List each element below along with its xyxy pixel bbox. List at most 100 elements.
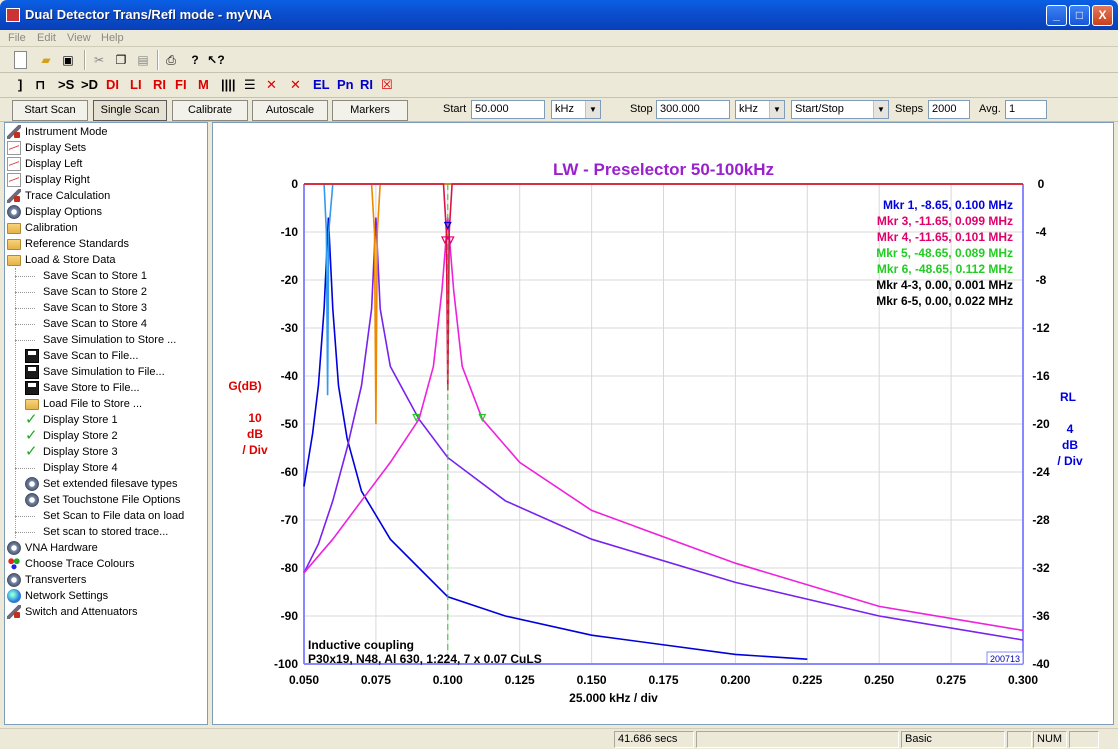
left-tick-label: -60 [281, 465, 299, 479]
cut-icon[interactable]: ✂ [93, 53, 105, 67]
vna-chart[interactable]: LW - Preselector 50-100kHz 0.050 0.075 0.10… [213, 123, 1113, 724]
x-tick-label: 0.075 [361, 673, 391, 687]
left-axis-scale: dB [247, 427, 263, 441]
ri2-button[interactable]: RI [360, 77, 373, 92]
tree-item-label: Switch and Attenuators [25, 606, 138, 618]
autoscale-button[interactable]: Autoscale [252, 100, 328, 121]
x-tick-label: 0.125 [505, 673, 535, 687]
el-button[interactable]: EL [313, 77, 330, 92]
marker-readout: Mkr 6-5, 0.00, 0.022 MHz [876, 294, 1013, 308]
right-tick-label: -4 [1036, 225, 1047, 239]
menu-view[interactable]: View [67, 32, 91, 44]
single-scan-button[interactable]: Single Scan [93, 100, 167, 121]
tree-item-label: Save Simulation to Store ... [43, 334, 177, 346]
check-icon: ✓ [25, 427, 38, 444]
cross-marker-icon[interactable]: ✕ [266, 77, 277, 92]
marker-readout: Mkr 3, -11.65, 0.099 MHz [877, 214, 1013, 228]
to-d-button[interactable]: >D [81, 77, 98, 92]
file-toolbar: ▰ ▣ ✂ ❐ ▤ ⎙ ? ↖? [0, 48, 1118, 73]
left-tick-label: -80 [281, 561, 299, 575]
left-tick-label: -100 [274, 657, 298, 671]
tree-item-label: Display Store 3 [43, 446, 118, 458]
calibrate-button[interactable]: Calibrate [172, 100, 248, 121]
tree-connector [15, 276, 35, 277]
avg-input[interactable]: 1 [1005, 100, 1047, 119]
trace-line-6 [304, 183, 1023, 391]
chevron-down-icon: ▼ [769, 101, 784, 118]
settings-tree[interactable]: Instrument Mode Display Sets Display Left D… [4, 122, 208, 725]
tree-item-label: Load File to Store ... [43, 398, 143, 410]
markers-button[interactable]: Markers [332, 100, 408, 121]
marker-symbol-4 [412, 413, 421, 422]
right-axis-scale: / Div [1057, 454, 1083, 468]
tree-item-label: Save Simulation to File... [43, 366, 165, 378]
delete-icon[interactable]: ☒ [381, 77, 393, 92]
start-unit-select[interactable]: kHz ▼ [551, 100, 601, 119]
bracket-icon[interactable]: ] [18, 77, 23, 92]
status-num: NUM [1033, 731, 1067, 748]
chart-title: LW - Preselector 50-100kHz [553, 160, 774, 179]
paste-icon[interactable]: ▤ [137, 53, 149, 67]
tree-item-label: Display Options [25, 206, 103, 218]
stop-input[interactable]: 300.000 [656, 100, 730, 119]
open-folder-icon[interactable]: ▰ [41, 53, 51, 67]
ri-button[interactable]: RI [153, 77, 166, 92]
tree-item-label: VNA Hardware [25, 542, 98, 554]
print-icon[interactable]: ⎙ [166, 53, 176, 67]
pn-button[interactable]: Pn [337, 77, 354, 92]
tree-connector [15, 468, 35, 469]
menu-edit[interactable]: Edit [37, 32, 56, 44]
left-tick-label: 0 [291, 177, 298, 191]
start-unit-value: kHz [555, 103, 574, 115]
folder-icon [7, 223, 21, 234]
date-stamp: 200713 [990, 654, 1020, 664]
minimize-button[interactable]: _ [1046, 5, 1067, 26]
new-file-icon[interactable] [14, 51, 27, 69]
marker-readout: Mkr 1, -8.65, 0.100 MHz [883, 198, 1013, 212]
context-help-icon[interactable]: ↖? [207, 53, 225, 67]
left-tick-label: -70 [281, 513, 299, 527]
copy-icon[interactable]: ❐ [115, 53, 127, 67]
start-scan-button[interactable]: Start Scan [12, 100, 88, 121]
tree-item-label: Calibration [25, 222, 78, 234]
close-button[interactable]: X [1092, 5, 1113, 26]
menu-file[interactable]: File [8, 32, 26, 44]
x-tick-label: 0.225 [792, 673, 822, 687]
tree-item-label: Save Store to File... [43, 382, 140, 394]
di-button[interactable]: DI [106, 77, 119, 92]
span-mode-select[interactable]: Start/Stop ▼ [791, 100, 889, 119]
annotation-text: Inductive coupling [308, 638, 414, 652]
step-icon[interactable]: ⊓ [35, 77, 46, 92]
save-disk-icon[interactable]: ▣ [62, 53, 74, 67]
wrench-icon [7, 605, 21, 619]
tree-branch-line [15, 268, 16, 538]
to-s-button[interactable]: >S [58, 77, 75, 92]
help-icon[interactable]: ? [191, 53, 199, 67]
maximize-button[interactable]: □ [1069, 5, 1090, 26]
start-input[interactable]: 50.000 [471, 100, 545, 119]
steps-label: Steps [895, 103, 924, 115]
lines-icon[interactable]: ☰ [244, 77, 256, 92]
menu-help[interactable]: Help [101, 32, 124, 44]
fi-button[interactable]: FI [175, 77, 187, 92]
right-axis-scale: dB [1062, 438, 1078, 452]
app-icon [6, 8, 20, 22]
right-tick-label: -12 [1032, 321, 1050, 335]
left-axis-label: G(dB) [228, 379, 261, 393]
li-button[interactable]: LI [130, 77, 142, 92]
cross-marker-2-icon[interactable]: ✕ [290, 77, 301, 92]
bars-icon[interactable]: |||| [221, 77, 236, 92]
wrench-icon [7, 189, 21, 203]
stop-unit-select[interactable]: kHz ▼ [735, 100, 785, 119]
m-button[interactable]: M [198, 77, 209, 92]
dots-icon [7, 557, 21, 571]
left-axis-scale: / Div [242, 443, 268, 457]
left-axis-scale: 10 [248, 411, 262, 425]
gear-icon [25, 493, 39, 507]
tree-item-label: Display Sets [25, 142, 87, 154]
tree-connector [15, 516, 35, 517]
marker-symbol-5 [478, 413, 487, 422]
toolbar-separator [157, 50, 159, 70]
steps-input[interactable]: 2000 [928, 100, 970, 119]
check-icon: ✓ [25, 443, 38, 460]
